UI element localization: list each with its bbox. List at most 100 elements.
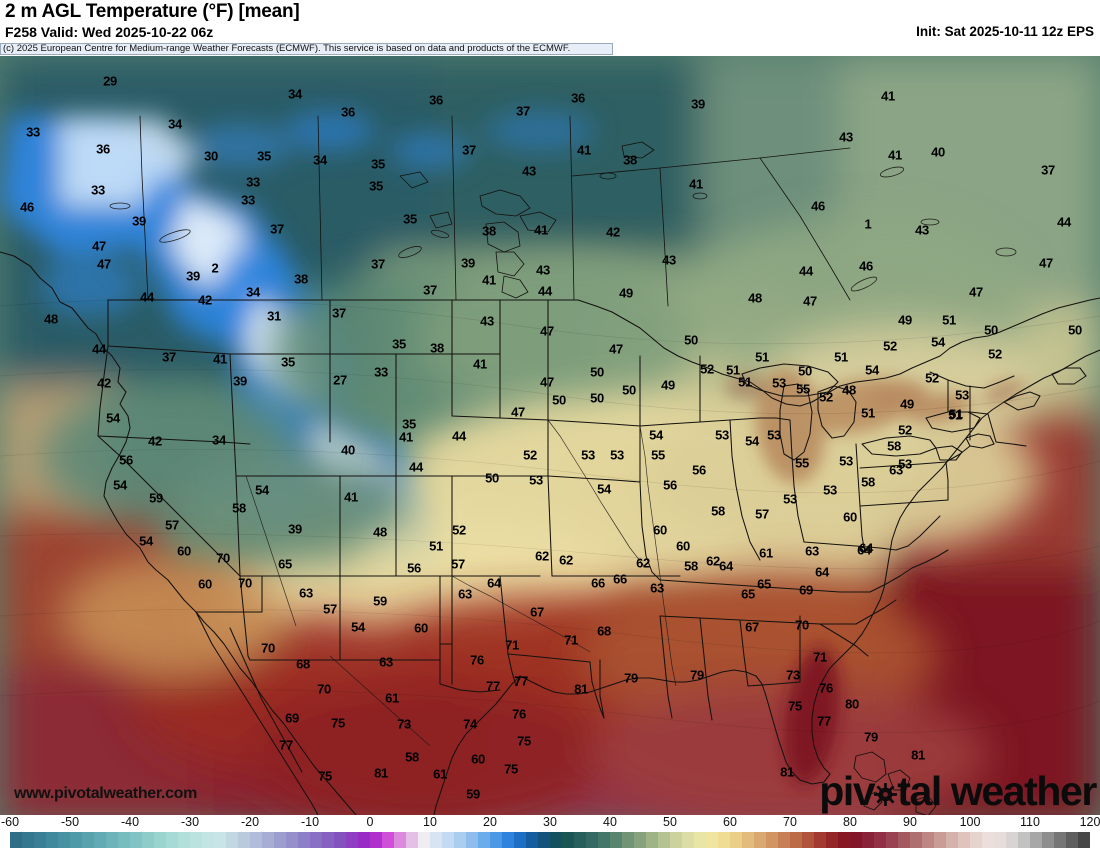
colorbar-swatch [214, 832, 226, 848]
colorbar-tick: 50 [663, 815, 677, 829]
colorbar-tick: 90 [903, 815, 917, 829]
copyright-notice: (c) 2025 European Centre for Medium-rang… [0, 43, 613, 55]
colorbar-swatch [1078, 832, 1090, 848]
colorbar-swatch [562, 832, 574, 848]
colorbar-swatch [346, 832, 358, 848]
valid-time-label: F258 Valid: Wed 2025-10-22 06z [5, 24, 214, 40]
colorbar-swatch [58, 832, 70, 848]
colorbar-swatch [430, 832, 442, 848]
colorbar-swatch [370, 832, 382, 848]
colorbar-swatch [202, 832, 214, 848]
colorbar-swatch [442, 832, 454, 848]
colorbar-swatch [898, 832, 910, 848]
colorbar-swatch [1018, 832, 1030, 848]
colorbar-swatch [226, 832, 238, 848]
colorbar-swatch [886, 832, 898, 848]
colorbar-swatch [514, 832, 526, 848]
colorbar-swatch [94, 832, 106, 848]
small-lakes [109, 166, 1017, 292]
colorbar-swatch [454, 832, 466, 848]
colorbar-swatch [610, 832, 622, 848]
temperature-map[interactable]: 29 33 36 34 30 35 34 36 34 33 33 35 36 35 33 37 36 39 41 35… [0, 56, 1100, 815]
colorbar-swatch [274, 832, 286, 848]
colorbar-swatch [754, 832, 766, 848]
colorbar-tick-labels: -60 -50 -40 -30 -20 -10 0 10 20 30 40 50 60 70 80 90 100… [0, 815, 1100, 831]
logo-text-post: tal weather [897, 768, 1097, 814]
colorbar-tick: -40 [120, 815, 140, 829]
colorbar-swatch [310, 832, 322, 848]
colorbar-tick: -10 [300, 815, 320, 829]
colorbar-swatch [730, 832, 742, 848]
colorbar-swatch [178, 832, 190, 848]
colorbar-swatch [682, 832, 694, 848]
gear-icon [874, 782, 898, 806]
colorbar-tick: -50 [60, 815, 80, 829]
colorbar-swatch [970, 832, 982, 848]
colorbar-swatch [1042, 832, 1054, 848]
colorbar-swatch [10, 832, 22, 848]
colorbar-swatch [646, 832, 658, 848]
map-canvas [0, 56, 1100, 815]
colorbar-swatch [538, 832, 550, 848]
colorbar-tick: 10 [423, 815, 437, 829]
colorbar-swatch [262, 832, 274, 848]
colorbar-swatch [706, 832, 718, 848]
colorbar-tick: -60 [0, 815, 20, 829]
colorbar-tick: 30 [543, 815, 557, 829]
colorbar-swatch [634, 832, 646, 848]
colorbar-swatch [130, 832, 142, 848]
colorbar-swatch [934, 832, 946, 848]
colorbar-swatch [82, 832, 94, 848]
colorbar-swatch [742, 832, 754, 848]
page-title: 2 m AGL Temperature (°F) [mean] [5, 1, 300, 22]
colorbar-legend[interactable]: -60 -50 -40 -30 -20 -10 0 10 20 30 40 50 60 70 80 90 100… [0, 815, 1100, 850]
colorbar-swatch [778, 832, 790, 848]
colorbar-swatch [946, 832, 958, 848]
colorbar-swatch [46, 832, 58, 848]
colorbar-tick: 20 [483, 815, 497, 829]
colorbar-swatch [34, 832, 46, 848]
colorbar-swatch [766, 832, 778, 848]
colorbar-swatch [250, 832, 262, 848]
colorbar-tick: 40 [603, 815, 617, 829]
colorbar-swatch [1030, 832, 1042, 848]
colorbar-swatch [238, 832, 250, 848]
colorbar-swatch [910, 832, 922, 848]
colorbar-tick: -30 [180, 815, 200, 829]
colorbar-swatches[interactable] [10, 832, 1090, 848]
colorbar-swatch [598, 832, 610, 848]
colorbar-swatch [850, 832, 862, 848]
colorbar-swatch [718, 832, 730, 848]
colorbar-swatch [622, 832, 634, 848]
colorbar-swatch [982, 832, 994, 848]
colorbar-swatch [838, 832, 850, 848]
colorbar-swatch [394, 832, 406, 848]
colorbar-swatch [994, 832, 1006, 848]
colorbar-swatch [550, 832, 562, 848]
colorbar-swatch [478, 832, 490, 848]
colorbar-swatch [874, 832, 886, 848]
colorbar-tick: 100 [959, 815, 981, 829]
colorbar-swatch [586, 832, 598, 848]
colorbar-tick: 0 [366, 815, 374, 829]
great-lakes-warm [725, 368, 1025, 484]
colorbar-swatch [862, 832, 874, 848]
pivotal-weather-logo: piv [819, 768, 1097, 814]
colorbar-swatch [322, 832, 334, 848]
colorbar-swatch [106, 832, 118, 848]
colorbar-swatch [1066, 832, 1078, 848]
website-watermark: www.pivotalweather.com [14, 785, 198, 802]
colorbar-swatch [154, 832, 166, 848]
temperature-field [0, 56, 1100, 815]
init-time-label: Init: Sat 2025-10-11 12z EPS [916, 24, 1094, 39]
colorbar-swatch [814, 832, 826, 848]
colorbar-swatch [298, 832, 310, 848]
colorbar-swatch [406, 832, 418, 848]
colorbar-swatch [694, 832, 706, 848]
rivers [245, 419, 677, 747]
map-borders [0, 115, 1100, 815]
colorbar-swatch [790, 832, 802, 848]
colorbar-swatch [958, 832, 970, 848]
colorbar-swatch [358, 832, 370, 848]
